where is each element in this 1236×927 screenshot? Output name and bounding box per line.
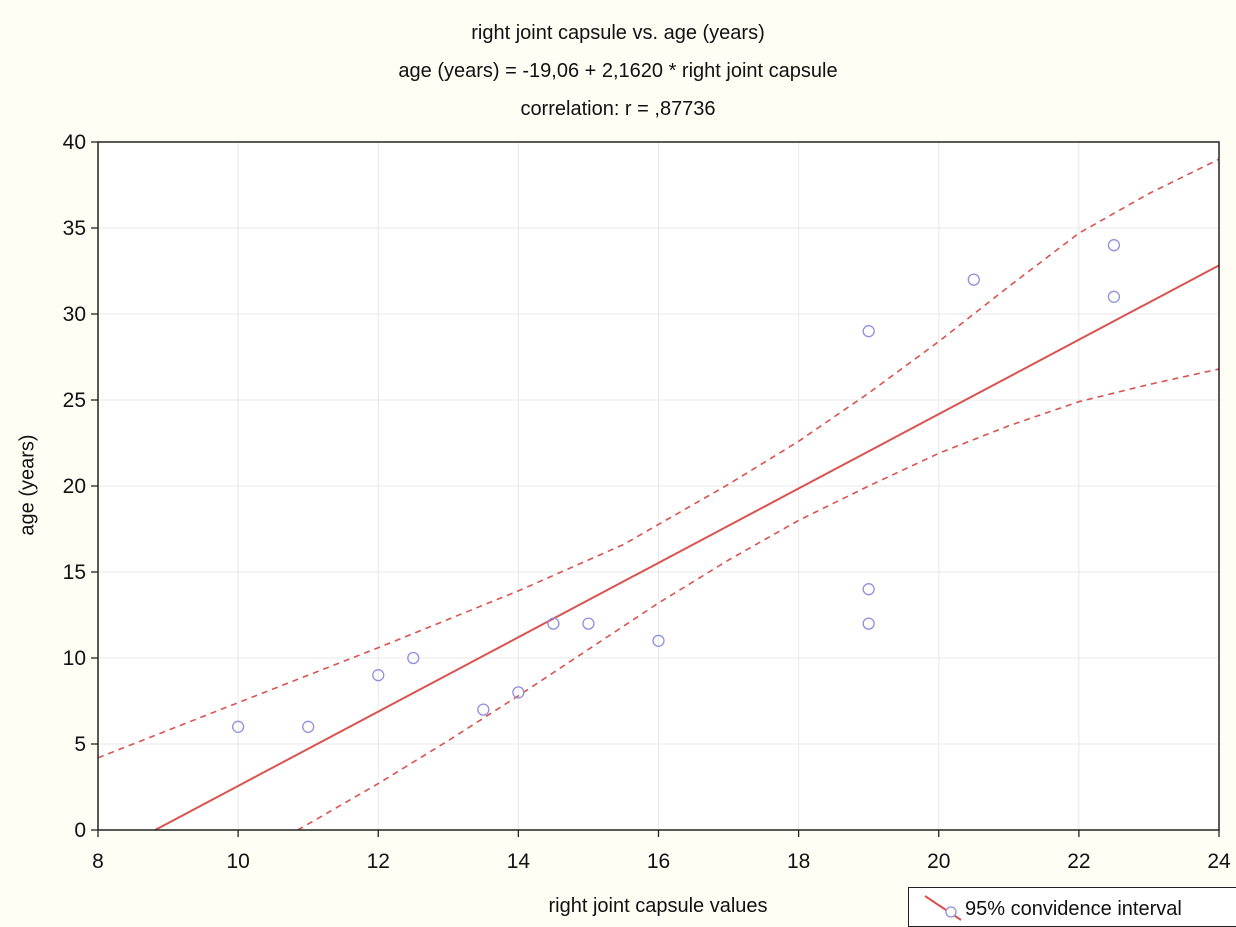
y-tick-label: 20 xyxy=(63,475,86,498)
data-point xyxy=(547,617,560,630)
legend: 95% convidence interval xyxy=(908,887,1236,927)
y-tick-label: 35 xyxy=(63,217,86,240)
data-point xyxy=(1107,239,1121,252)
data-point xyxy=(862,617,875,630)
legend-symbol xyxy=(924,895,962,921)
x-tick-label: 16 xyxy=(647,850,670,873)
y-tick-label: 15 xyxy=(63,561,86,584)
data-point xyxy=(477,703,490,716)
y-tick-label: 10 xyxy=(63,647,86,670)
x-tick-label: 22 xyxy=(1067,850,1090,873)
x-tick-label: 24 xyxy=(1207,850,1231,873)
y-tick-label: 30 xyxy=(63,303,86,326)
y-tick-label: 25 xyxy=(63,389,86,412)
data-point xyxy=(862,325,875,338)
y-tick-label: 5 xyxy=(74,733,86,756)
y-axis-label: age (years) xyxy=(16,434,39,536)
y-tick-label: 40 xyxy=(63,131,86,154)
data-point xyxy=(231,720,245,733)
data-point xyxy=(372,669,385,682)
correlation-label: correlation: r = ,87736 xyxy=(520,98,716,120)
regression-equation: age (years) = -19,06 + 2,1620 * right jo… xyxy=(398,60,838,82)
data-point xyxy=(1107,290,1121,303)
x-tick-label: 14 xyxy=(507,850,531,873)
y-tick-label: 0 xyxy=(74,819,86,842)
x-axis-label: right joint capsule values xyxy=(548,895,768,917)
data-point xyxy=(862,583,875,596)
legend-label: 95% convidence interval xyxy=(965,898,1182,920)
data-point xyxy=(582,617,595,630)
data-point xyxy=(512,686,525,699)
data-point xyxy=(302,720,315,733)
ci-lower-line xyxy=(297,368,1219,830)
x-tick-label: 20 xyxy=(927,850,950,873)
x-tick-label: 8 xyxy=(92,850,104,873)
x-tick-label: 12 xyxy=(367,850,390,873)
x-tick-label: 18 xyxy=(787,850,810,873)
data-point xyxy=(407,651,420,665)
data-point xyxy=(652,634,665,647)
x-tick-label: 10 xyxy=(226,850,249,873)
ci-upper-line xyxy=(98,158,1219,759)
chart-title: right joint capsule vs. age (years) xyxy=(471,22,765,44)
data-point xyxy=(967,273,980,286)
regression-line xyxy=(154,264,1220,831)
